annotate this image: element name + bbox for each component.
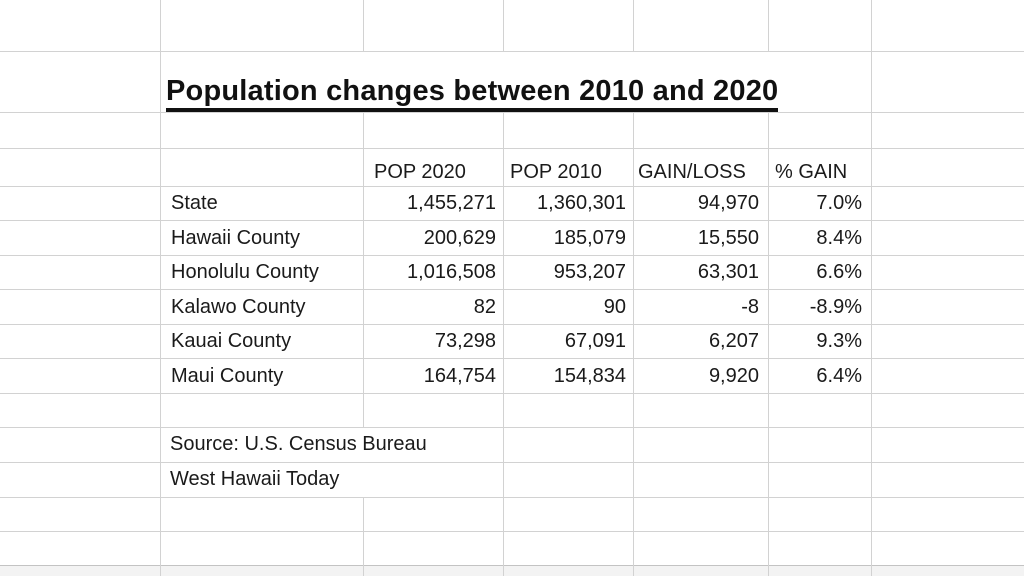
- cell-pop2020[interactable]: 73,298: [434, 330, 496, 352]
- cell-pct-gain[interactable]: 9.3%: [816, 330, 862, 352]
- col-header-pop-2010[interactable]: POP 2010: [510, 161, 602, 183]
- cell-pop2010[interactable]: 185,079: [553, 227, 626, 249]
- gridline-v: [503, 112, 504, 576]
- gridline-h: [0, 565, 1024, 566]
- source-line[interactable]: Source: U.S. Census Bureau: [170, 433, 427, 455]
- gridline-h: [0, 148, 1024, 149]
- cell-gain-loss[interactable]: 9,920: [708, 365, 759, 387]
- cell-pop2010[interactable]: 1,360,301: [537, 192, 626, 214]
- cell-pop2020[interactable]: 1,455,271: [407, 192, 496, 214]
- cell-pct-gain[interactable]: 6.6%: [816, 261, 862, 283]
- gridline-v: [768, 112, 769, 576]
- cell-pct-gain[interactable]: 8.4%: [816, 227, 862, 249]
- cell-gain-loss[interactable]: -8: [741, 296, 759, 318]
- attribution-line[interactable]: West Hawaii Today: [170, 468, 340, 490]
- gridline-h: [0, 186, 1024, 187]
- cell-gain-loss[interactable]: 63,301: [697, 261, 759, 283]
- gridline-h: [0, 462, 1024, 463]
- cell-pop2010[interactable]: 67,091: [564, 330, 626, 352]
- cell-pop2010[interactable]: 953,207: [553, 261, 626, 283]
- cell-pop2020[interactable]: 200,629: [423, 227, 496, 249]
- cell-gain-loss[interactable]: 94,970: [697, 192, 759, 214]
- cell-row-label[interactable]: Honolulu County: [171, 261, 319, 283]
- gridline-v: [768, 0, 769, 51]
- gridline-v: [160, 0, 161, 576]
- cell-pop2010[interactable]: 90: [603, 296, 626, 318]
- col-header-gain-loss[interactable]: GAIN/LOSS: [638, 161, 746, 183]
- cell-row-label[interactable]: Kauai County: [171, 330, 292, 352]
- gridline-h: [0, 220, 1024, 221]
- cell-pct-gain[interactable]: 7.0%: [816, 192, 862, 214]
- gridline-h: [0, 497, 1024, 498]
- col-header-pop-2020[interactable]: POP 2020: [374, 161, 466, 183]
- cell-gain-loss[interactable]: 6,207: [708, 330, 759, 352]
- sheet-title-cell[interactable]: Population changes between 2010 and 2020: [166, 51, 779, 112]
- cell-pct-gain[interactable]: -8.9%: [809, 296, 862, 318]
- gridline-h: [0, 324, 1024, 325]
- gridline-h: [0, 255, 1024, 256]
- gridline-v: [363, 0, 364, 51]
- cell-pop2020[interactable]: 164,754: [423, 365, 496, 387]
- gridline-h: [0, 393, 1024, 394]
- gridline-h: [0, 51, 1024, 52]
- gridline-h: [0, 531, 1024, 532]
- cell-pop2020[interactable]: 82: [473, 296, 496, 318]
- gridline-v: [633, 0, 634, 51]
- gridline-h: [0, 112, 1024, 113]
- gridline-h: [0, 427, 1024, 428]
- gridline-v: [363, 112, 364, 427]
- gridline-v: [633, 112, 634, 576]
- gridline-v: [871, 0, 872, 576]
- cell-pop2010[interactable]: 154,834: [553, 365, 626, 387]
- cell-pct-gain[interactable]: 6.4%: [816, 365, 862, 387]
- cell-pop2020[interactable]: 1,016,508: [407, 261, 496, 283]
- gridline-h: [0, 358, 1024, 359]
- bottom-edge-band: [0, 566, 1024, 576]
- cell-row-label[interactable]: Hawaii County: [171, 227, 300, 249]
- cell-row-label[interactable]: State: [171, 192, 218, 214]
- cell-gain-loss[interactable]: 15,550: [697, 227, 759, 249]
- sheet-title: Population changes between 2010 and 2020: [166, 75, 779, 112]
- gridline-v: [363, 497, 364, 576]
- gridline-v: [503, 0, 504, 51]
- cell-row-label[interactable]: Kalawo County: [171, 296, 306, 318]
- col-header-pct-gain[interactable]: % GAIN: [775, 161, 848, 183]
- cell-row-label[interactable]: Maui County: [171, 365, 284, 387]
- gridline-h: [0, 289, 1024, 290]
